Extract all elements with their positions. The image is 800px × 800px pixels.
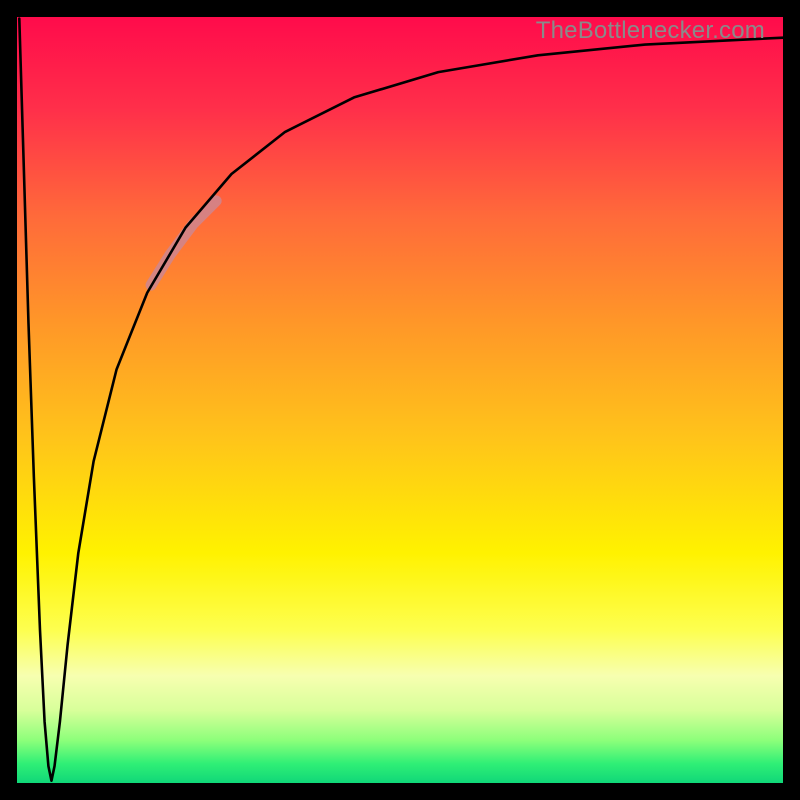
- plot-area: [17, 17, 783, 783]
- watermark-text: TheBottlenecker.com: [536, 17, 765, 45]
- chart-frame: TheBottlenecker.com: [0, 0, 800, 800]
- highlight-segment: [151, 201, 216, 285]
- bottleneck-curve: [19, 19, 783, 781]
- curve-layer: [17, 17, 783, 783]
